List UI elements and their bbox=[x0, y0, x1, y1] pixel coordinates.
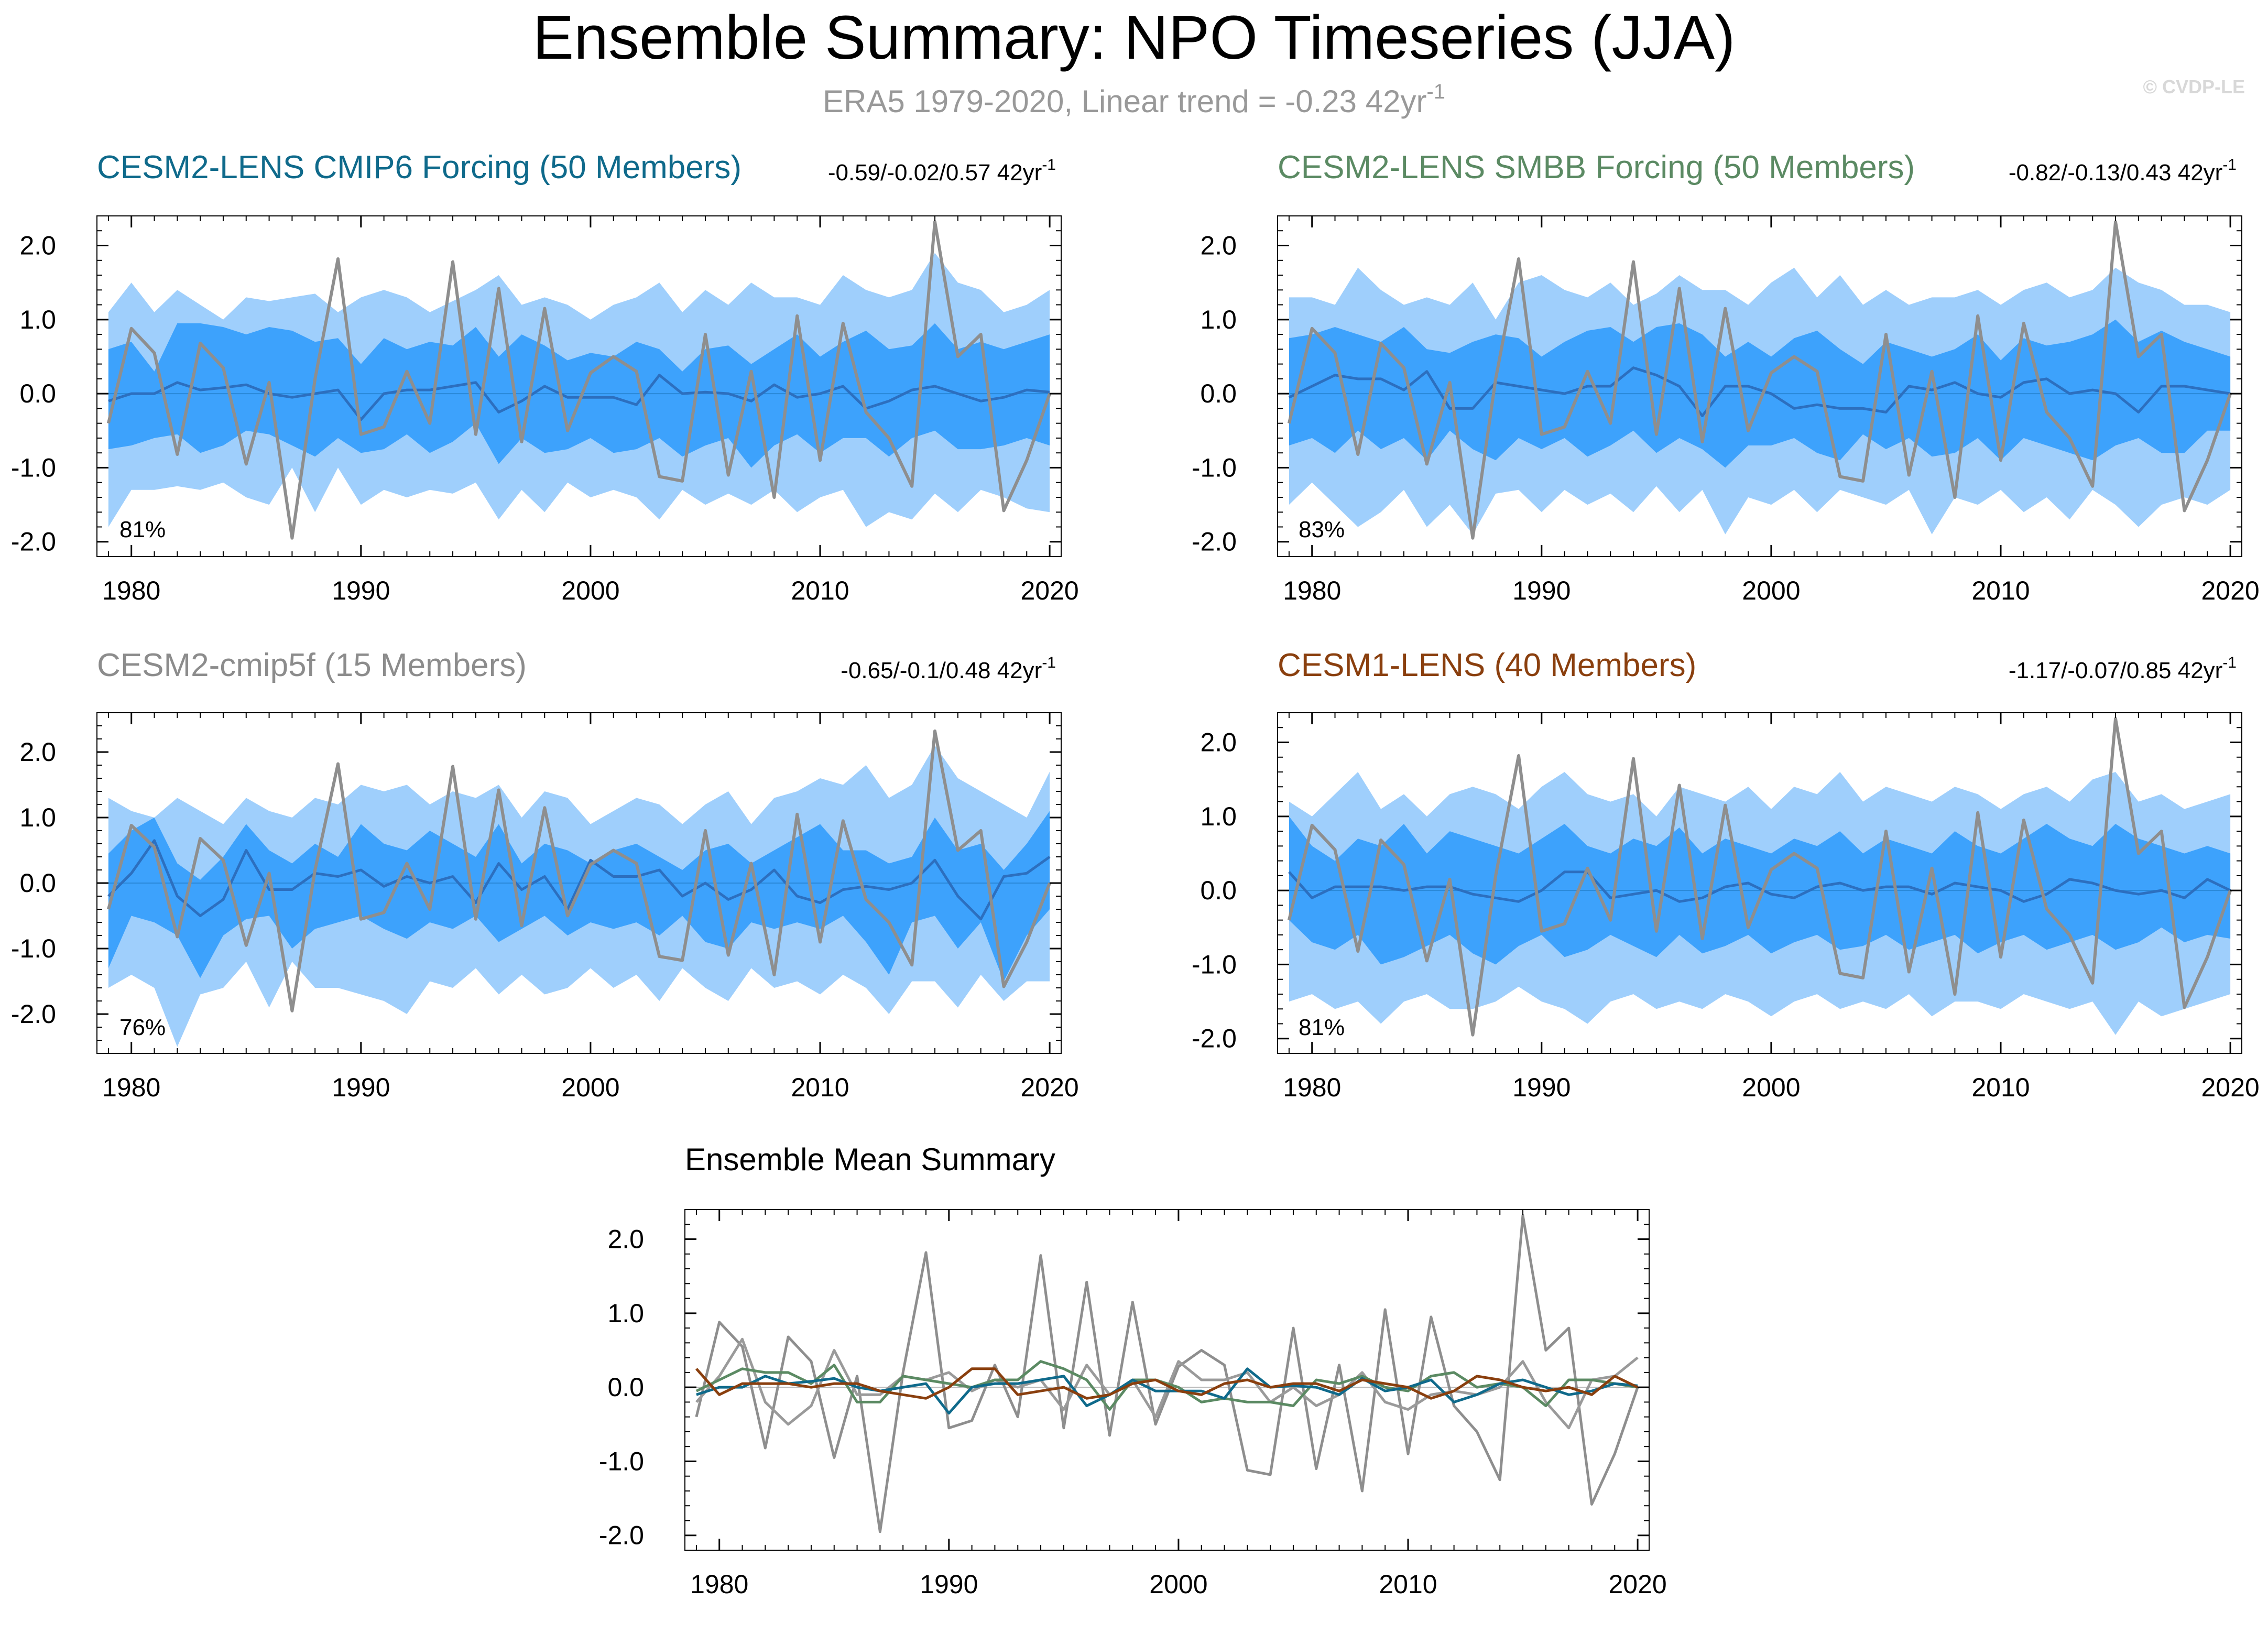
x-tick-label: 2000 bbox=[1742, 576, 1800, 605]
y-tick-label: -1.0 bbox=[1192, 950, 1237, 979]
observation-line bbox=[106, 220, 1051, 540]
trend-text: -0.82/-0.13/0.43 42yr bbox=[2009, 160, 2222, 186]
subtitle-text: ERA5 1979-2020, Linear trend = -0.23 42y… bbox=[823, 84, 1426, 119]
y-tick-label: 1.0 bbox=[19, 305, 56, 334]
series-line bbox=[696, 1367, 1638, 1415]
y-tick-label: 0.0 bbox=[19, 379, 56, 408]
y-tick-label: -2.0 bbox=[1192, 1024, 1237, 1053]
x-tick-label: 1980 bbox=[102, 576, 160, 605]
figure-subtitle: ERA5 1979-2020, Linear trend = -0.23 42y… bbox=[823, 80, 1445, 119]
y-tick-label: 2.0 bbox=[19, 231, 56, 260]
x-tick-label: 1990 bbox=[1512, 576, 1571, 605]
x-tick-label: 2010 bbox=[1971, 576, 2030, 605]
x-tick-label: 1980 bbox=[1283, 576, 1341, 605]
plot-frame bbox=[96, 215, 1062, 557]
x-tick-label: 1990 bbox=[920, 1570, 978, 1599]
y-tick-label: 2.0 bbox=[607, 1225, 644, 1254]
figure-title: Ensemble Summary: NPO Timeseries (JJA) bbox=[533, 3, 1736, 72]
x-tick-label: 2010 bbox=[791, 576, 849, 605]
inner-band bbox=[108, 811, 1050, 982]
y-tick-label: 2.0 bbox=[19, 737, 56, 767]
panel-cesm1-lens: CESM1-LENS (40 Members) -1.17/-0.07/0.85… bbox=[1192, 647, 2260, 1102]
y-tick-label: 0.0 bbox=[1200, 876, 1237, 905]
x-tick-label: 2000 bbox=[561, 576, 619, 605]
y-tick-label: 1.0 bbox=[1200, 305, 1237, 334]
panel-title: Ensemble Mean Summary bbox=[685, 1142, 1055, 1177]
y-tick-label: 0.0 bbox=[19, 868, 56, 898]
watermark: © CVDP-LE bbox=[2143, 76, 2245, 97]
x-tick-label: 1990 bbox=[332, 1073, 390, 1102]
x-tick-label: 2000 bbox=[1149, 1570, 1207, 1599]
y-tick-label: 0.0 bbox=[1200, 379, 1237, 408]
panel-title: CESM1-LENS (40 Members) bbox=[1278, 647, 1696, 683]
trend-label: -0.59/-0.02/0.57 42yr-1 bbox=[828, 156, 1056, 186]
observation-line bbox=[107, 730, 1051, 1013]
y-tick-label: -2.0 bbox=[1192, 527, 1237, 557]
percent-label: 83% bbox=[1299, 517, 1345, 542]
percent-label: 81% bbox=[119, 517, 166, 542]
observation-line bbox=[1287, 220, 2232, 540]
percent-label: 81% bbox=[1299, 1015, 1345, 1040]
ensemble-mean-line bbox=[1288, 870, 2231, 903]
x-tick-label: 2010 bbox=[791, 1073, 849, 1102]
x-tick-label: 2010 bbox=[1971, 1073, 2030, 1102]
trend-sup: -1 bbox=[2222, 156, 2237, 173]
x-tick-label: 2000 bbox=[561, 1073, 619, 1102]
x-tick-label: 2020 bbox=[1020, 1073, 1078, 1102]
trend-sup: -1 bbox=[2222, 654, 2237, 671]
x-tick-label: 1980 bbox=[690, 1570, 748, 1599]
series-line bbox=[695, 1367, 1639, 1400]
x-tick-label: 1980 bbox=[1283, 1073, 1341, 1102]
percent-label: 76% bbox=[119, 1015, 166, 1040]
observation-line bbox=[1287, 717, 2232, 1037]
trend-text: -0.65/-0.1/0.48 42yr bbox=[841, 658, 1042, 683]
x-tick-label: 2020 bbox=[1608, 1570, 1666, 1599]
plot-frame bbox=[684, 1209, 1650, 1551]
y-tick-label: -1.0 bbox=[11, 453, 56, 482]
y-tick-label: -1.0 bbox=[599, 1446, 644, 1476]
y-tick-label: -1.0 bbox=[1192, 453, 1237, 482]
y-tick-label: 2.0 bbox=[1200, 231, 1237, 260]
series-line bbox=[695, 1360, 1638, 1411]
x-tick-label: 2020 bbox=[2201, 1073, 2259, 1102]
plot-frame bbox=[1277, 712, 2242, 1054]
x-tick-label: 1990 bbox=[332, 576, 390, 605]
y-tick-label: -1.0 bbox=[11, 934, 56, 963]
x-tick-label: 2010 bbox=[1379, 1570, 1437, 1599]
y-tick-label: -2.0 bbox=[11, 999, 56, 1029]
ensemble-mean-line bbox=[1288, 366, 2231, 417]
panel-cesm2-cmip5f: CESM2-cmip5f (15 Members) -0.65/-0.1/0.4… bbox=[11, 647, 1079, 1102]
trend-text: -0.59/-0.02/0.57 42yr bbox=[828, 160, 1042, 186]
panel-title: CESM2-cmip5f (15 Members) bbox=[97, 647, 527, 683]
y-tick-label: 1.0 bbox=[1200, 802, 1237, 831]
y-tick-label: 1.0 bbox=[19, 803, 56, 832]
trend-label: -0.82/-0.13/0.43 42yr-1 bbox=[2009, 156, 2237, 186]
trend-sup: -1 bbox=[1042, 156, 1056, 173]
subtitle-sup: -1 bbox=[1426, 80, 1445, 103]
trend-sup: -1 bbox=[1042, 654, 1056, 671]
panel-cesm2-lens-smbb: CESM2-LENS SMBB Forcing (50 Members) -0.… bbox=[1192, 149, 2260, 605]
x-tick-label: 2020 bbox=[2201, 576, 2259, 605]
trend-text: -1.17/-0.07/0.85 42yr bbox=[2009, 658, 2222, 683]
panel-ensemble-mean-summary: Ensemble Mean Summary 1980 1990 2000 2010 20… bbox=[599, 1142, 1667, 1599]
x-tick-label: 1990 bbox=[1512, 1073, 1571, 1102]
x-tick-label: 1980 bbox=[102, 1073, 160, 1102]
panel-title: CESM2-LENS SMBB Forcing (50 Members) bbox=[1278, 149, 1915, 186]
y-tick-label: 1.0 bbox=[607, 1299, 644, 1328]
x-tick-label: 2000 bbox=[1742, 1073, 1800, 1102]
panel-cesm2-lens-cmip6: CESM2-LENS CMIP6 Forcing (50 Members) -0… bbox=[11, 149, 1079, 605]
trend-label: -1.17/-0.07/0.85 42yr-1 bbox=[2009, 654, 2237, 683]
trend-label: -0.65/-0.1/0.48 42yr-1 bbox=[841, 654, 1056, 683]
panel-title: CESM2-LENS CMIP6 Forcing (50 Members) bbox=[97, 149, 742, 186]
y-tick-label: 2.0 bbox=[1200, 728, 1237, 757]
x-tick-label: 2020 bbox=[1020, 576, 1078, 605]
plot-frame bbox=[1277, 215, 2242, 557]
y-tick-label: 0.0 bbox=[607, 1373, 644, 1402]
y-tick-label: -2.0 bbox=[599, 1521, 644, 1550]
y-tick-label: -2.0 bbox=[11, 527, 56, 557]
